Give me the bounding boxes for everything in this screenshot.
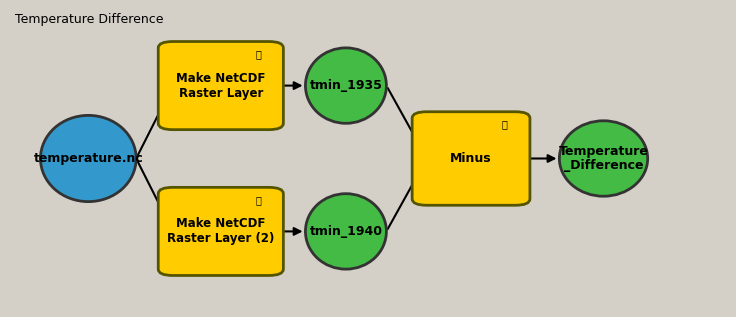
Text: Make NetCDF
Raster Layer (2): Make NetCDF Raster Layer (2) bbox=[167, 217, 275, 245]
FancyBboxPatch shape bbox=[158, 42, 283, 130]
Text: Temperature Difference: Temperature Difference bbox=[15, 13, 163, 26]
Text: Temperature
_Difference: Temperature _Difference bbox=[559, 145, 648, 172]
FancyBboxPatch shape bbox=[158, 187, 283, 275]
FancyBboxPatch shape bbox=[412, 112, 530, 205]
Text: 🔨: 🔨 bbox=[255, 49, 261, 60]
Text: tmin_1935: tmin_1935 bbox=[309, 79, 383, 92]
Text: Make NetCDF
Raster Layer: Make NetCDF Raster Layer bbox=[176, 72, 266, 100]
Text: tmin_1940: tmin_1940 bbox=[309, 225, 383, 238]
Text: temperature.nc: temperature.nc bbox=[33, 152, 144, 165]
Ellipse shape bbox=[40, 115, 136, 202]
Text: 🔨: 🔨 bbox=[255, 195, 261, 205]
Ellipse shape bbox=[559, 121, 648, 196]
Ellipse shape bbox=[305, 48, 386, 123]
Text: Minus: Minus bbox=[450, 152, 492, 165]
Ellipse shape bbox=[305, 194, 386, 269]
Text: 🔨: 🔨 bbox=[502, 120, 508, 130]
